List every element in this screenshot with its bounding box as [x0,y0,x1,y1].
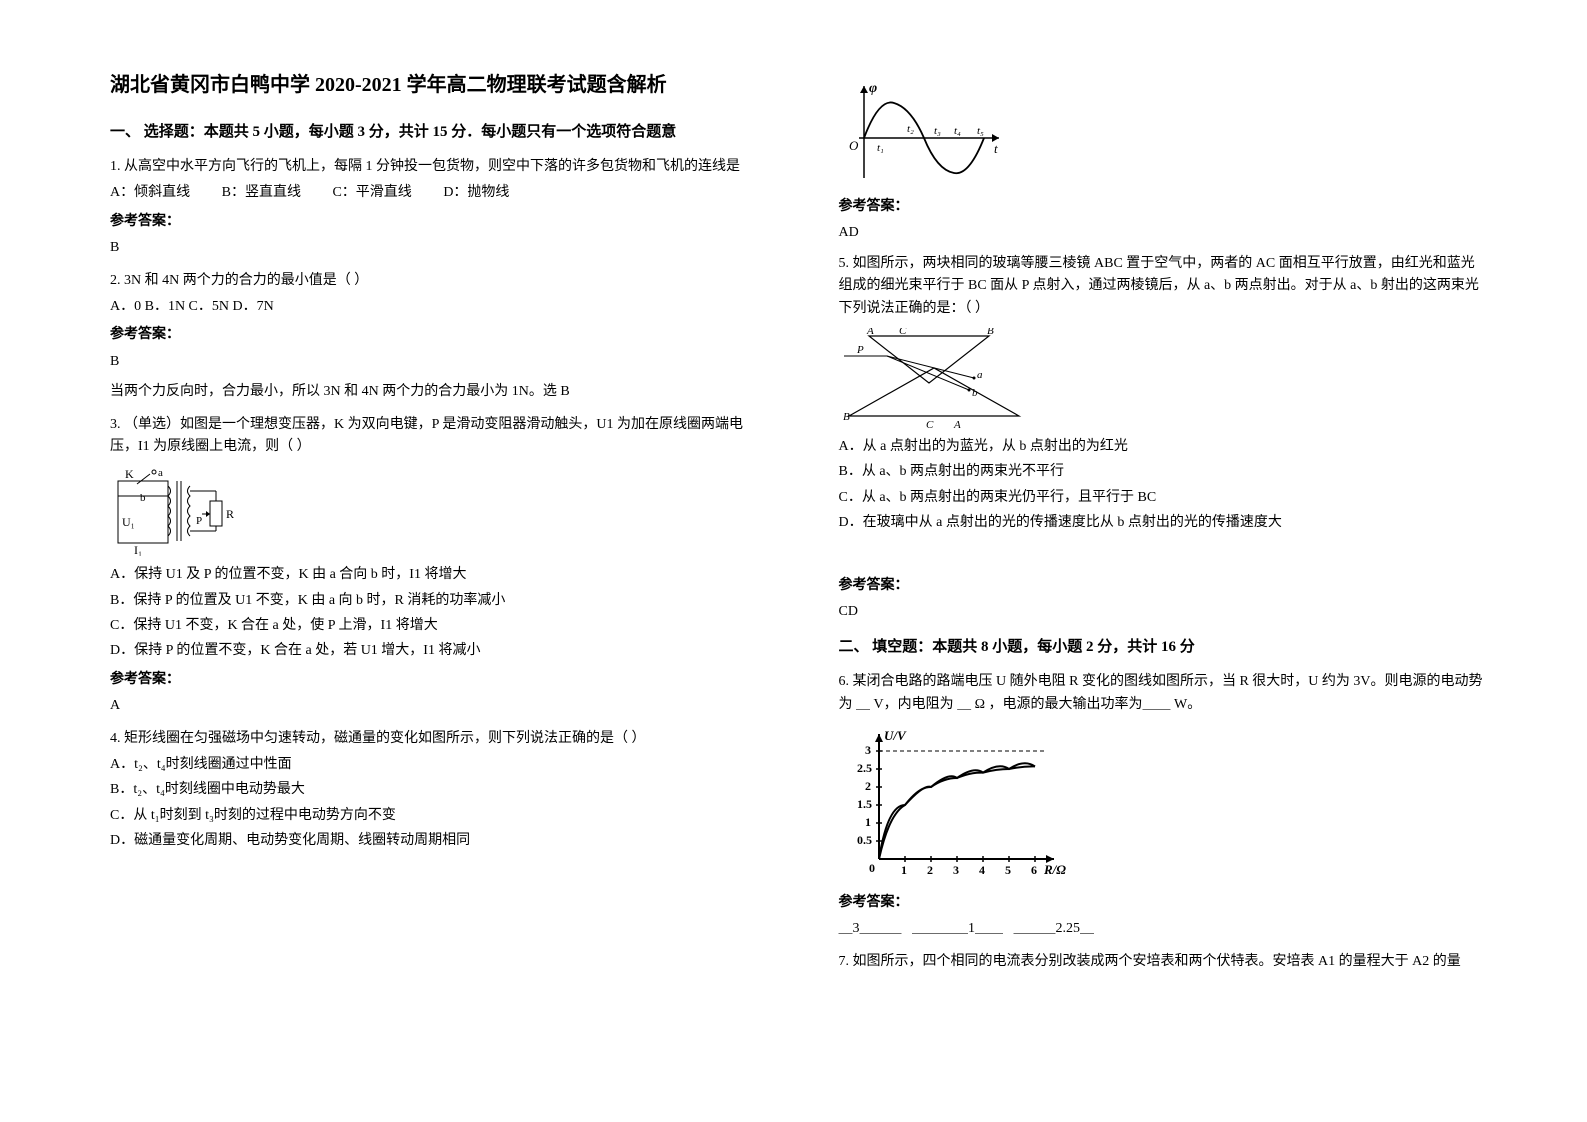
q5-optC: C．从 a、b 两点射出的两束光仍平行，且平行于 BC [839,487,1488,509]
q5-suboptions: A．从 a 点射出的为蓝光，从 b 点射出的为红光 B．从 a、b 两点射出的两… [839,436,1488,535]
q7-text: 7. 如图所示，四个相同的电流表分别改装成两个安培表和两个伏特表。安培表 A1 … [839,951,1488,973]
q4-optB: B．t₂、t₄时刻线圈中电动势最大 [110,779,759,801]
svg-text:3: 3 [953,863,959,877]
q1-optB: B：竖直直线 [222,185,301,200]
svg-text:t₃: t₃ [934,125,941,137]
q4-sine-chart: φ t O t₁ t₂ t₃ t₄ t₅ [839,78,1488,188]
svg-text:I₁: I₁ [134,543,142,556]
svg-text:2: 2 [927,863,933,877]
question-2: 2. 3N 和 4N 两个力的合力的最小值是（ ） A．0 B．1N C．5N … [110,270,759,404]
svg-text:a: a [158,467,163,479]
svg-text:R/Ω: R/Ω [1043,862,1066,877]
q1-optA: A：倾斜直线 [110,185,190,200]
q4-suboptions: A．t₂、t₄时刻线圈通过中性面 B．t₂、t₄时刻线圈中电动势最大 C．从 t… [110,754,759,853]
svg-text:2.5: 2.5 [857,761,872,775]
q4-answer: AD [839,222,1488,244]
question-4: 4. 矩形线圈在匀强磁场中匀速转动，磁通量的变化如图所示，则下列说法正确的是（ … [110,728,759,853]
question-1: 1. 从高空中水平方向飞行的飞机上，每隔 1 分钟投一包货物，则空中下落的许多包… [110,156,759,260]
q5-optD: D．在玻璃中从 a 点射出的光的传播速度比从 b 点射出的光的传播速度大 [839,512,1488,534]
question-7: 7. 如图所示，四个相同的电流表分别改装成两个安培表和两个伏特表。安培表 A1 … [839,951,1488,973]
svg-text:3: 3 [865,743,871,757]
svg-text:A: A [953,419,961,428]
svg-text:φ: φ [869,81,877,96]
svg-text:b: b [972,387,978,399]
svg-text:B: B [987,328,994,337]
svg-text:t₁: t₁ [877,142,884,154]
q5-answer-label: 参考答案： [839,575,1488,597]
svg-text:U₁: U₁ [122,515,135,529]
q3-circuit-diagram: K a b U₁ I₁ [110,466,759,556]
svg-text:A: A [866,328,874,337]
q1-answer-label: 参考答案： [110,211,759,233]
q3-answer-label: 参考答案： [110,669,759,691]
svg-text:R: R [226,507,234,521]
svg-text:B: B [843,411,850,423]
q2-answer-label: 参考答案： [110,324,759,346]
q1-text: 1. 从高空中水平方向飞行的飞机上，每隔 1 分钟投一包货物，则空中下落的许多包… [110,156,759,178]
q1-optC: C：平滑直线 [332,185,411,200]
svg-text:1: 1 [901,863,907,877]
q1-options: A：倾斜直线 B：竖直直线 C：平滑直线 D：抛物线 [110,182,759,204]
q4-text: 4. 矩形线圈在匀强磁场中匀速转动，磁通量的变化如图所示，则下列说法正确的是（ … [110,728,759,750]
q6-text: 6. 某闭合电路的路端电压 U 随外电阻 R 变化的图线如图所示，当 R 很大时… [839,671,1488,716]
svg-text:5: 5 [1005,863,1011,877]
svg-text:b: b [140,492,146,504]
q2-text: 2. 3N 和 4N 两个力的合力的最小值是（ ） [110,270,759,292]
svg-text:C: C [926,419,934,428]
svg-text:6: 6 [1031,863,1037,877]
q1-optD: D：抛物线 [443,185,509,200]
svg-text:1.5: 1.5 [857,797,872,811]
question-6: 6. 某闭合电路的路端电压 U 随外电阻 R 变化的图线如图所示，当 R 很大时… [839,671,1488,941]
svg-text:t₅: t₅ [977,125,984,137]
q3-answer: A [110,695,759,717]
q4-optC: C．从 t₁时刻到 t₃时刻的过程中电动势方向不变 [110,805,759,827]
q5-answer: CD [839,601,1488,623]
q5-text: 5. 如图所示，两块相同的玻璃等腰三棱镜 ABC 置于空气中，两者的 AC 面相… [839,253,1488,320]
q6-ans3: ＿＿＿2.25＿ [1014,921,1095,936]
q4-answer-label: 参考答案： [839,196,1488,218]
q3-optC: C．保持 U1 不变，K 合在 a 处，使 P 上滑，I1 将增大 [110,615,759,637]
q2-options: A．0 B．1N C．5N D．7N [110,296,759,318]
svg-text:0.5: 0.5 [857,833,872,847]
svg-text:2: 2 [865,779,871,793]
svg-text:U/V: U/V [884,728,907,743]
q3-suboptions: A．保持 U1 及 P 的位置不变，K 由 a 合向 b 时，I1 将增大 B．… [110,564,759,663]
svg-text:0: 0 [869,861,875,875]
svg-text:P: P [856,344,864,356]
q6-ans1: ＿3＿＿＿ [839,921,902,936]
q3-optA: A．保持 U1 及 P 的位置不变，K 由 a 合向 b 时，I1 将增大 [110,564,759,586]
svg-text:O: O [849,138,859,153]
q5-optA: A．从 a 点射出的为蓝光，从 b 点射出的为红光 [839,436,1488,458]
q2-explain: 当两个力反向时，合力最小，所以 3N 和 4N 两个力的合力最小为 1N。选 B [110,381,759,403]
page-title: 湖北省黄冈市白鸭中学 2020-2021 学年高二物理联考试题含解析 [110,70,759,100]
q6-chart: U/V R/Ω 0.5 1 1.5 2 2.5 3 0 1 2 [839,724,1488,884]
q3-optD: D．保持 P 的位置不变，K 合在 a 处，若 U1 增大，I1 将减小 [110,640,759,662]
svg-text:a: a [977,369,983,381]
q6-answer: ＿3＿＿＿ ＿＿＿＿1＿＿ ＿＿＿2.25＿ [839,918,1488,940]
section2-title: 二、 填空题：本题共 8 小题，每小题 2 分，共计 16 分 [839,635,1488,659]
svg-text:C: C [899,328,907,337]
section1-title: 一、 选择题：本题共 5 小题，每小题 3 分，共计 15 分．每小题只有一个选… [110,120,759,144]
svg-text:t₂: t₂ [907,123,914,135]
svg-text:t: t [994,141,998,156]
q1-answer: B [110,237,759,259]
svg-text:4: 4 [979,863,985,877]
q5-optB: B．从 a、b 两点射出的两束光不平行 [839,461,1488,483]
question-5: 5. 如图所示，两块相同的玻璃等腰三棱镜 ABC 置于空气中，两者的 AC 面相… [839,253,1488,624]
q4-optA: A．t₂、t₄时刻线圈通过中性面 [110,754,759,776]
svg-text:P: P [196,515,202,527]
svg-text:K: K [125,467,134,481]
q3-optB: B．保持 P 的位置及 U1 不变，K 由 a 向 b 时，R 消耗的功率减小 [110,590,759,612]
svg-text:t₄: t₄ [954,125,961,137]
q6-answer-label: 参考答案： [839,892,1488,914]
q5-prism-diagram: A C B B C A P a b [839,328,1488,428]
q4-optD: D．磁通量变化周期、电动势变化周期、线圈转动周期相同 [110,830,759,852]
svg-text:1: 1 [865,815,871,829]
question-3: 3. （单选）如图是一个理想变压器，K 为双向电键，P 是滑动变阻器滑动触头，U… [110,414,759,718]
q2-answer: B [110,351,759,373]
q6-ans2: ＿＿＿＿1＿＿ [912,921,1003,936]
q3-text: 3. （单选）如图是一个理想变压器，K 为双向电键，P 是滑动变阻器滑动触头，U… [110,414,759,459]
